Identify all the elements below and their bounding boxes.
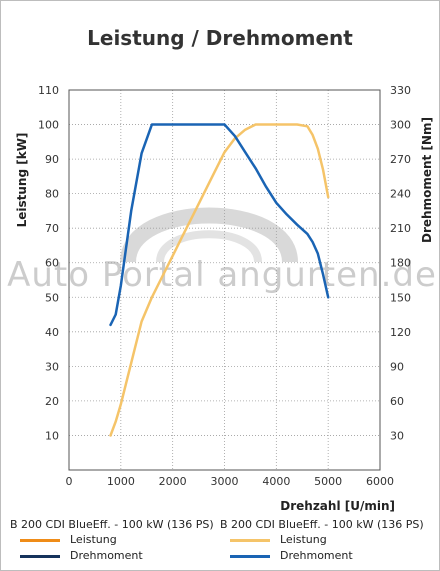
chart-title: Leistung / Drehmoment (87, 26, 353, 50)
x-tick-label: 6000 (366, 475, 394, 488)
y-tick-label-left: 70 (45, 222, 59, 235)
y-tick-label-right: 90 (390, 360, 404, 373)
y-tick-label-right: 150 (390, 291, 411, 304)
y-tick-label-left: 40 (45, 326, 59, 339)
y-tick-label-right: 120 (390, 326, 411, 339)
y-tick-label-left: 80 (45, 188, 59, 201)
y-tick-label-right: 300 (390, 119, 411, 132)
y-tick-label-right: 270 (390, 153, 411, 166)
y-tick-label-left: 10 (45, 429, 59, 442)
y-tick-label-left: 60 (45, 257, 59, 270)
y-tick-label-right: 330 (390, 84, 411, 97)
y-tick-label-left: 110 (38, 84, 59, 97)
watermark-text: Auto Portal angurten.de (7, 255, 437, 295)
plot-border (68, 89, 381, 471)
y-axis-title-right: Drehmoment [Nm] (420, 117, 434, 243)
y-tick-label-left: 90 (45, 153, 59, 166)
legend-label-drehmoment-2: Drehmoment (280, 549, 353, 562)
y-tick-label-left: 100 (38, 119, 59, 132)
y-tick-label-left: 20 (45, 395, 59, 408)
legend-label-leistung-2: Leistung (280, 533, 327, 546)
legend-swatch-drehmoment-2 (230, 555, 270, 558)
legend-group-1: B 200 CDI BlueEff. - 100 kW (136 PS) Lei… (10, 518, 225, 563)
y-tick-label-right: 30 (390, 429, 404, 442)
watermark-arc (120, 207, 298, 264)
legend-swatch-leistung-1 (20, 539, 60, 542)
watermark-inner-arc (156, 230, 262, 263)
x-tick-label: 5000 (314, 475, 342, 488)
legend-item-drehmoment-2: Drehmoment (220, 549, 435, 563)
legend-item-drehmoment-1: Drehmoment (10, 549, 225, 563)
x-tick-label: 1000 (107, 475, 135, 488)
legend-swatch-drehmoment-1 (20, 555, 60, 558)
y-axis-title-left: Leistung [kW] (15, 133, 29, 228)
y-tick-label-left: 30 (45, 360, 59, 373)
legend-label-leistung-1: Leistung (70, 533, 117, 546)
legend-item-leistung-2: Leistung (220, 533, 435, 547)
y-tick-label-right: 180 (390, 257, 411, 270)
x-axis-title: Drehzahl [U/min] (280, 499, 395, 513)
legend-header-1: B 200 CDI BlueEff. - 100 kW (136 PS) (10, 518, 214, 531)
x-tick-label: 4000 (262, 475, 290, 488)
x-tick-label: 3000 (211, 475, 239, 488)
legend-item-leistung-1: Leistung (10, 533, 225, 547)
y-tick-label-right: 60 (390, 395, 404, 408)
legend-swatch-leistung-2 (230, 539, 270, 542)
y-tick-label-right: 210 (390, 222, 411, 235)
series-line-leistung (109, 123, 330, 437)
watermark-logo: Auto Portal angurten.de (7, 207, 437, 295)
y-tick-label-left: 50 (45, 291, 59, 304)
legend-header-2: B 200 CDI BlueEff. - 100 kW (136 PS) (220, 518, 424, 531)
legend-label-drehmoment-1: Drehmoment (70, 549, 143, 562)
y-tick-label-right: 240 (390, 188, 411, 201)
series-line-drehmoment (109, 123, 330, 327)
x-tick-label: 0 (66, 475, 73, 488)
legend-group-2: B 200 CDI BlueEff. - 100 kW (136 PS) Lei… (220, 518, 435, 563)
x-tick-label: 2000 (159, 475, 187, 488)
